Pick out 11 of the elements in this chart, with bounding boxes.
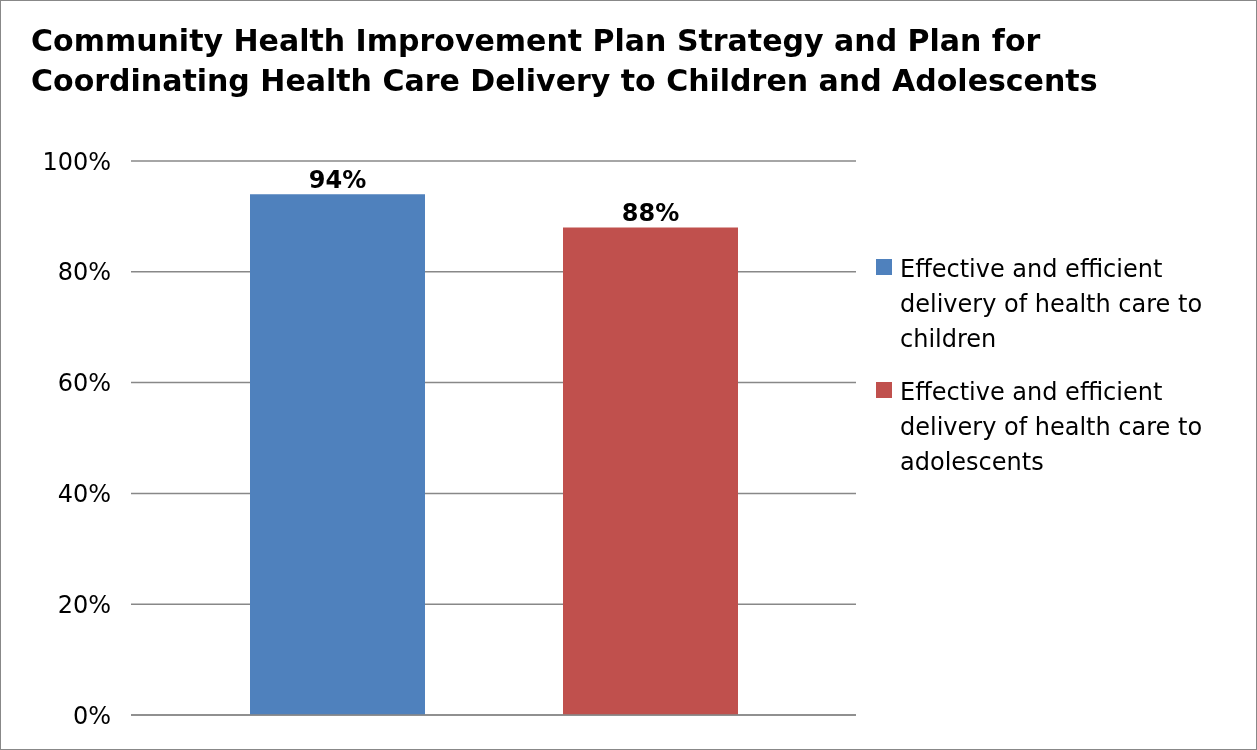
y-tick-label: 0% <box>72 701 111 730</box>
y-tick-label: 40% <box>57 479 111 508</box>
y-tick-label: 100% <box>42 147 111 176</box>
y-tick-label: 80% <box>57 258 111 287</box>
chart-title: Community Health Improvement Plan Strategy and Plan for Coordinating Health Care Delivery to Children and Adolescents <box>31 22 1099 100</box>
legend-label: Effective and efficient delivery of health care to adolescents <box>900 377 1204 478</box>
y-tick-label: 60% <box>57 369 111 398</box>
data-label: 88% <box>621 199 680 228</box>
legend-label: Effective and efficient delivery of health care to children <box>900 254 1204 355</box>
data-label: 94% <box>308 166 367 195</box>
y-tick-label: 20% <box>57 590 111 619</box>
